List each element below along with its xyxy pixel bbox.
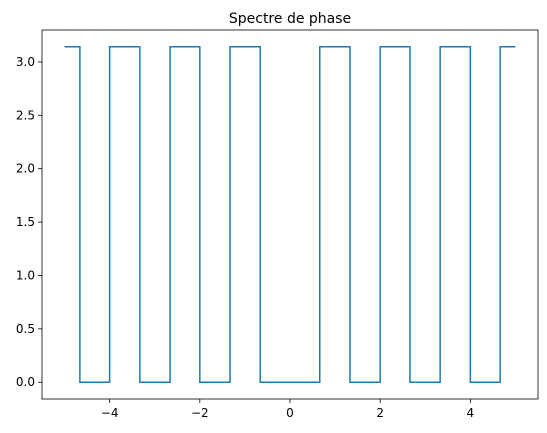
y-axis: 0.0 0.5 1.0 1.5 2.0 2.5 3.0: [16, 55, 42, 389]
x-tick-label: 2: [376, 406, 384, 420]
y-tick-label: 3.0: [16, 55, 35, 69]
x-tick-label: −4: [101, 406, 119, 420]
y-tick-label: 1.5: [16, 215, 35, 229]
x-tick-label: 4: [467, 406, 475, 420]
plot-area: [64, 46, 516, 383]
chart-title: Spectre de phase: [229, 11, 351, 27]
y-tick-label: 2.5: [16, 108, 35, 122]
y-tick-label: 2.0: [16, 162, 35, 176]
series-line-0: [64, 46, 516, 383]
x-tick-label: 0: [286, 406, 294, 420]
plot-frame: [41, 29, 539, 400]
x-tick-label: −2: [191, 406, 209, 420]
y-tick-label: 1.0: [16, 268, 35, 282]
y-tick-label: 0.0: [16, 375, 35, 389]
y-tick-label: 0.5: [16, 322, 35, 336]
x-axis: −4 −2 0 2 4: [101, 399, 474, 420]
